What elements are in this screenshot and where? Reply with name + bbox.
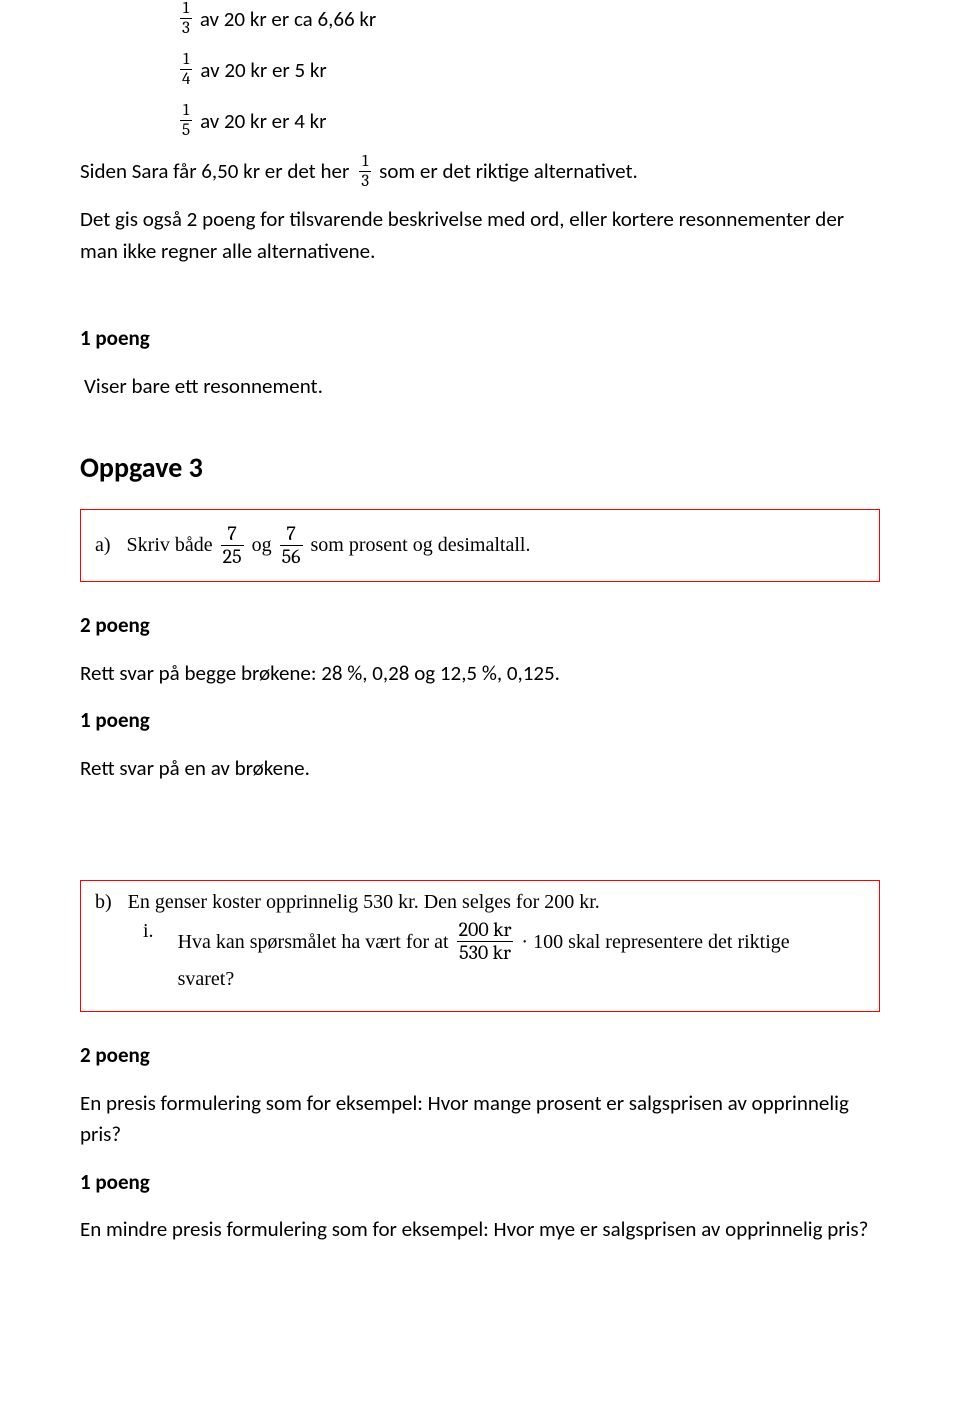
fraction: 7 25 (221, 524, 244, 567)
question-label-b: b) (95, 891, 112, 914)
calc-text: av 20 kr er 5 kr (200, 57, 326, 83)
fraction-num: 7 (225, 524, 238, 545)
q3b-after: svaret? (178, 968, 235, 990)
fraction: 7 56 (280, 524, 303, 567)
q3a-mid: og (252, 534, 272, 557)
grant-2poeng: Det gis også 2 poeng for tilsvarende bes… (80, 204, 880, 267)
calc-line-3: 1 5 av 20 kr er 4 kr (178, 102, 880, 139)
fraction-den: 3 (180, 18, 192, 37)
question-box-3b: b) En genser koster opprinnelig 530 kr. … (80, 880, 880, 1012)
question-label-a: a) (95, 534, 111, 557)
fraction-num: 200 kr (457, 920, 514, 941)
score-text-1poeng: Rett svar på en av brøkene. (80, 753, 880, 785)
fraction-num: 1 (360, 153, 370, 171)
calc-text: av 20 kr er 4 kr (200, 108, 326, 134)
conclusion-after: som er det riktige alternativet. (379, 156, 638, 188)
roman-i: i. (143, 920, 154, 943)
fraction-den: 5 (180, 120, 192, 139)
q3a-after: som prosent og desimaltall. (311, 534, 531, 557)
fraction-den: 25 (221, 545, 244, 567)
q3a-before: Skriv både (127, 534, 213, 557)
fraction-den: 4 (180, 69, 192, 88)
fraction: 200 kr 530 kr (457, 920, 514, 963)
score-text-2poeng: En presis formulering som for eksempel: … (80, 1088, 880, 1151)
score-label-1poeng: 1 poeng (80, 1167, 880, 1199)
fraction-num: 1 (181, 102, 191, 120)
q3b-before: Hva kan spørsmålet ha vært for at (178, 926, 449, 958)
fraction: 1 3 (359, 153, 371, 190)
fraction: 1 5 (180, 102, 192, 139)
calc-line-1: 1 3 av 20 kr er ca 6,66 kr (178, 0, 880, 37)
conclusion-before: Siden Sara får 6,50 kr er det her (80, 156, 349, 188)
score-label-2poeng: 2 poeng (80, 610, 880, 642)
score-label-2poeng: 2 poeng (80, 1040, 880, 1072)
q3b-line1: En genser koster opprinnelig 530 kr. Den… (128, 891, 600, 914)
fraction-den: 3 (359, 171, 371, 190)
oppgave3-heading: Oppgave 3 (80, 450, 880, 485)
question-3b-row1: b) En genser koster opprinnelig 530 kr. … (95, 891, 865, 914)
fraction-num: 1 (181, 0, 191, 18)
fraction-den: 530 kr (457, 941, 513, 963)
q3b-mid: · 100 skal representere det riktige (521, 926, 789, 958)
question-3a-row: a) Skriv både 7 25 og 7 56 som prosent o… (95, 524, 865, 567)
score-text-2poeng: Rett svar på begge brøkene: 28 %, 0,28 o… (80, 658, 880, 690)
question-3b-subrow: i. Hva kan spørsmålet ha vært for at 200… (95, 920, 865, 995)
fraction: 1 3 (180, 0, 192, 37)
fraction: 1 4 (180, 51, 192, 88)
fraction-num: 1 (181, 51, 191, 69)
score-text-1poeng: Viser bare ett resonnement. (80, 371, 880, 403)
score-text-1poeng: En mindre presis formulering som for eks… (80, 1214, 880, 1246)
calc-text: av 20 kr er ca 6,66 kr (200, 6, 376, 32)
conclusion-line: Siden Sara får 6,50 kr er det her 1 3 so… (80, 153, 880, 190)
calc-line-2: 1 4 av 20 kr er 5 kr (178, 51, 880, 88)
q3b-text: Hva kan spørsmålet ha vært for at 200 kr… (178, 920, 790, 995)
fraction-num: 7 (284, 524, 297, 545)
score-label-1poeng: 1 poeng (80, 705, 880, 737)
question-box-3a: a) Skriv både 7 25 og 7 56 som prosent o… (80, 509, 880, 582)
fraction-den: 56 (280, 545, 303, 567)
score-label-1poeng: 1 poeng (80, 323, 880, 355)
calc-block: 1 3 av 20 kr er ca 6,66 kr 1 4 av 20 kr … (80, 0, 880, 139)
